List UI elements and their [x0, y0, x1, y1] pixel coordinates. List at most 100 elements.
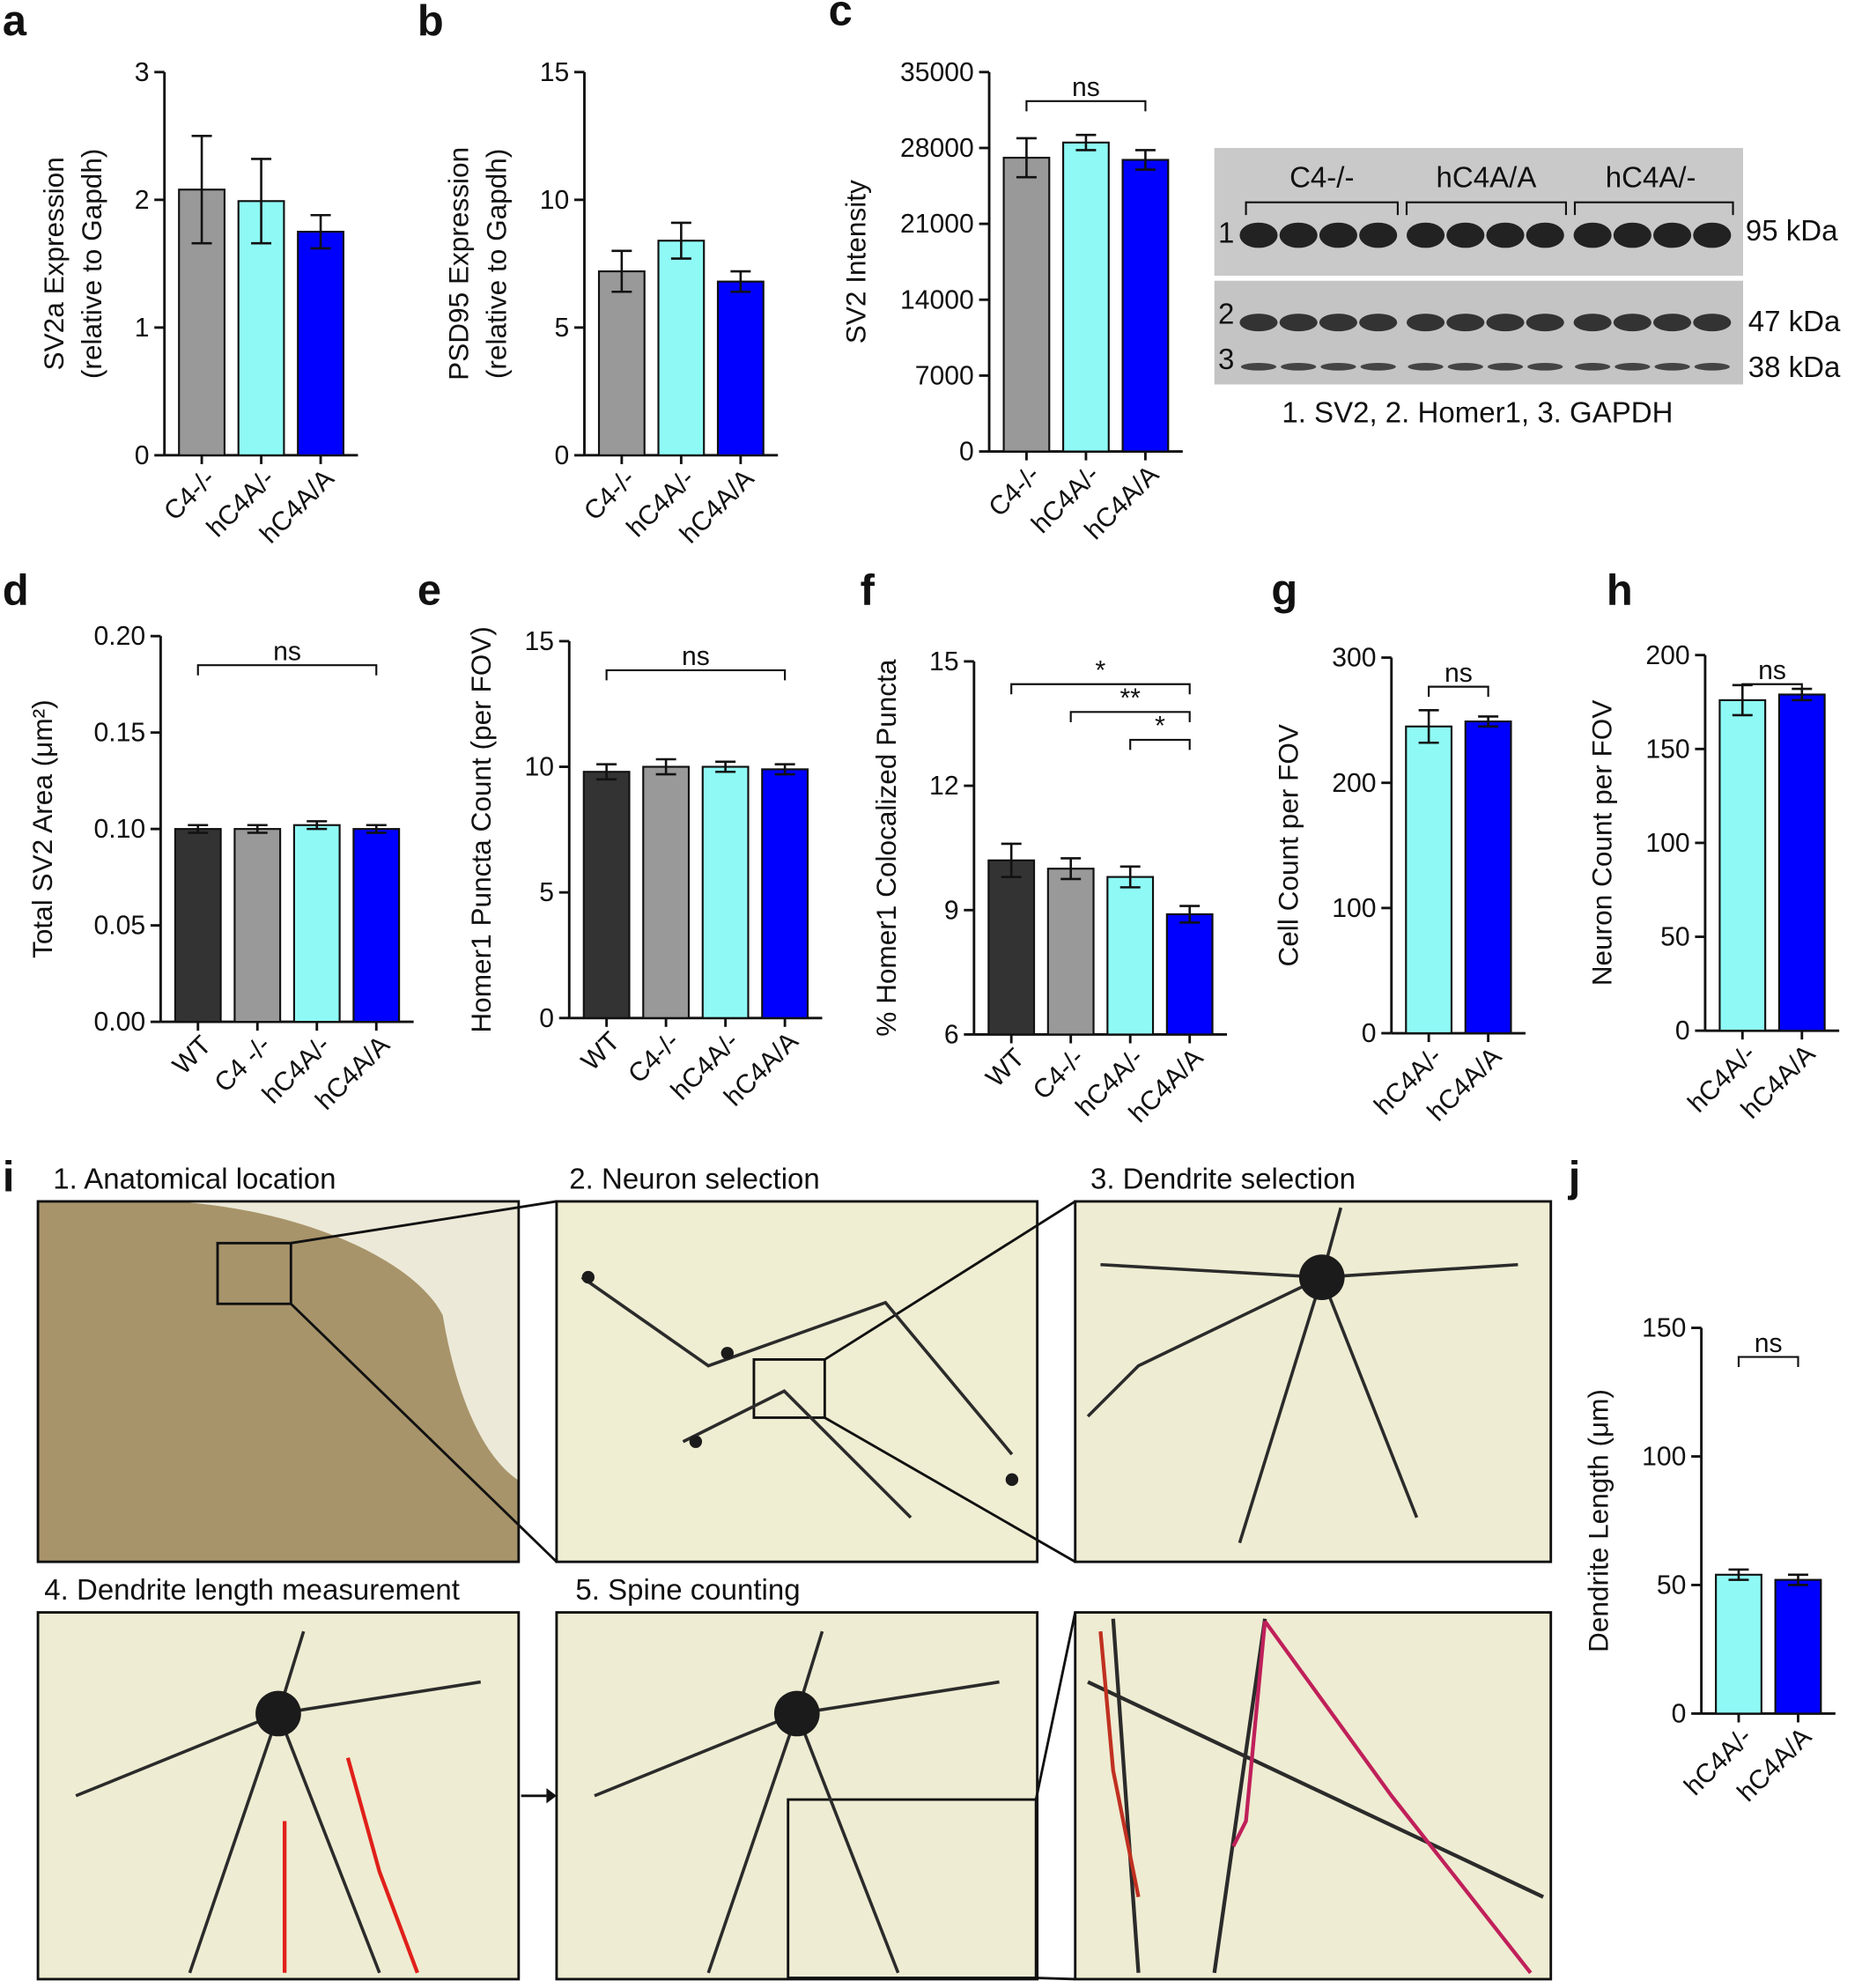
y-axis-label: PSD95 Expression — [442, 147, 474, 381]
bar — [642, 765, 691, 1019]
y-tick-label: 0 — [1362, 1019, 1377, 1048]
image-caption: 2. Neuron selection — [569, 1163, 820, 1195]
band — [1406, 222, 1445, 248]
y-tick-label: 0.20 — [93, 622, 145, 651]
western-blot: C4-/- hC4A/A hC4A/- 1 2 3 95 kDa 47 kDa … — [1214, 147, 1841, 429]
blot-top — [1214, 147, 1744, 276]
error-bar — [1060, 857, 1082, 881]
size-label: 38 kDa — [1748, 351, 1841, 383]
panel-letter: d — [3, 566, 29, 614]
error-bar — [1179, 905, 1201, 924]
significance-label: ns — [273, 637, 301, 666]
error-bar — [1075, 133, 1097, 152]
band — [1693, 314, 1732, 332]
error-bar — [1001, 842, 1022, 878]
error-bar — [1728, 1568, 1749, 1581]
zoom-connector — [290, 1200, 1077, 1981]
band — [1408, 363, 1444, 371]
band — [1239, 222, 1278, 248]
band — [1486, 222, 1525, 248]
y-tick-label: 200 — [1332, 769, 1376, 798]
band — [1319, 314, 1357, 332]
significance-label: ** — [1119, 684, 1141, 713]
image-caption: 5. Spine counting — [575, 1573, 800, 1606]
y-tick-label: 5 — [539, 878, 554, 907]
y-axis-label: SV2 Intensity — [839, 180, 871, 344]
band — [1527, 363, 1563, 371]
significance-bracket — [1737, 1356, 1799, 1368]
y-tick-label: 21000 — [900, 210, 974, 239]
y-axis-label: Total SV2 Area (μm²) — [26, 699, 58, 958]
error-bar — [310, 213, 331, 250]
band — [1359, 314, 1398, 332]
bar — [1777, 693, 1826, 1032]
y-tick-label: 12 — [929, 772, 959, 801]
y-axis-label: Dendrite Length (μm) — [1582, 1389, 1614, 1652]
image-caption: 3. Dendrite selection — [1090, 1163, 1356, 1195]
bar — [1774, 1578, 1822, 1715]
band — [1573, 314, 1612, 332]
error-bar — [1478, 715, 1499, 728]
significance-bracket — [1428, 685, 1489, 698]
bar — [1121, 159, 1170, 453]
y-tick-label: 1 — [135, 314, 150, 343]
band — [1486, 314, 1525, 332]
band — [1694, 363, 1730, 371]
bar — [582, 771, 631, 1019]
image-caption: 4. Dendrite length measurement — [44, 1573, 460, 1606]
band — [1446, 314, 1485, 332]
bar — [1718, 698, 1767, 1032]
y-tick-label: 35000 — [900, 58, 974, 87]
bands — [1239, 222, 1732, 371]
y-tick-label: 28000 — [900, 134, 974, 163]
y-axis-label: (relative to Gapdh) — [480, 149, 512, 379]
band — [1279, 314, 1318, 332]
image-4 — [36, 1611, 521, 1981]
row-label: 3 — [1218, 343, 1234, 375]
y-tick-label: 0 — [539, 1004, 554, 1033]
y-tick-label: 300 — [1332, 644, 1376, 673]
bar — [597, 270, 646, 456]
x-tick-label: WT — [980, 1043, 1030, 1092]
y-tick-label: 100 — [1642, 1443, 1686, 1472]
significance-bracket — [1129, 738, 1191, 750]
bar — [1061, 141, 1110, 453]
y-tick-label: 15 — [929, 647, 959, 676]
error-bar — [1787, 1573, 1808, 1586]
significance-label: ns — [1758, 656, 1786, 685]
y-tick-label: 0 — [135, 441, 150, 470]
band — [1653, 222, 1692, 248]
dendrites — [75, 1207, 1545, 1974]
y-tick-label: 0 — [554, 441, 569, 470]
group-label: hC4A/- — [1606, 160, 1696, 193]
y-tick-label: 6 — [944, 1020, 959, 1049]
arrow-head — [546, 1788, 557, 1804]
traced-dendrite — [1098, 1630, 1141, 1898]
error-bar — [1134, 149, 1156, 171]
band — [1614, 363, 1651, 371]
band — [1406, 314, 1445, 332]
y-tick-label: 0 — [1672, 1699, 1687, 1728]
y-tick-label: 0 — [959, 438, 974, 467]
y-axis-label: Cell Count per FOV — [1272, 724, 1304, 967]
band — [1693, 222, 1732, 248]
bar — [1046, 868, 1095, 1036]
error-bar — [307, 820, 328, 831]
band — [1360, 363, 1396, 371]
y-axis-label: SV2a Expression — [38, 157, 70, 370]
error-bar — [247, 824, 268, 834]
y-tick-label: 10 — [524, 753, 554, 782]
band — [1447, 363, 1483, 371]
y-tick-label: 150 — [1645, 735, 1689, 764]
band — [1281, 363, 1317, 371]
error-bar — [730, 270, 751, 293]
image-5 — [555, 1611, 1039, 1981]
bar — [716, 280, 765, 456]
significance-bracket — [1010, 683, 1191, 695]
band — [1526, 314, 1564, 332]
panel-letter: j — [1568, 1153, 1581, 1201]
somata — [255, 1254, 1345, 1737]
x-tick-label: WT — [167, 1031, 217, 1080]
band — [1653, 314, 1692, 332]
